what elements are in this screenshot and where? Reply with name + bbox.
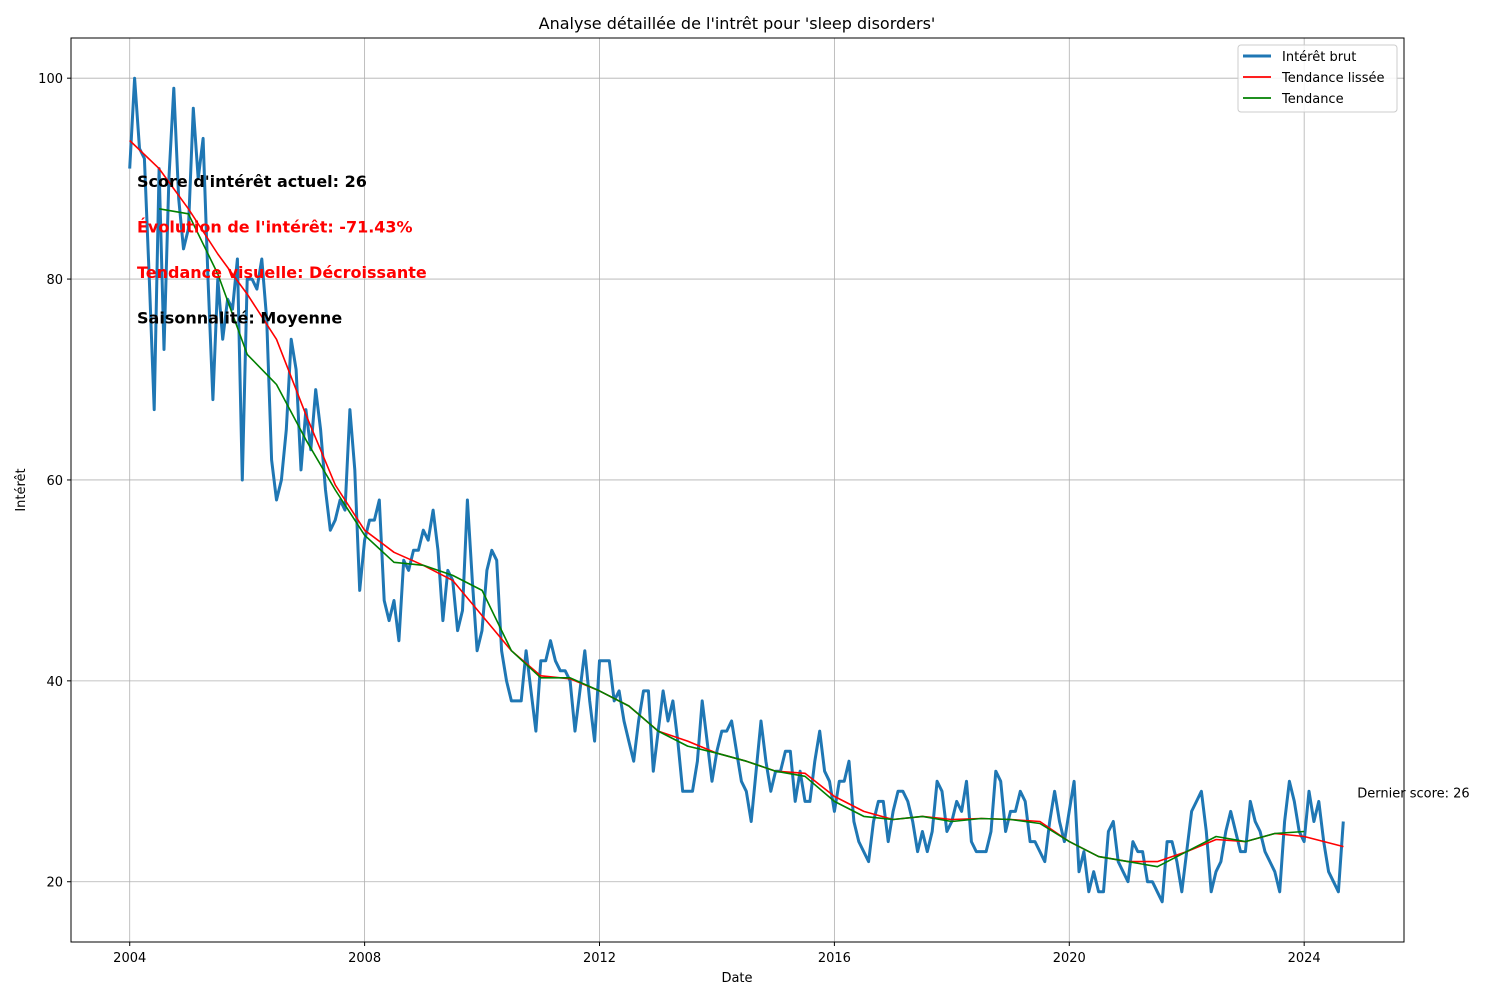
y-axis-label: Intérêt (14, 468, 29, 511)
x-axis-label: Date (721, 971, 752, 986)
x-tick-label: 2020 (1053, 951, 1086, 966)
x-tick-label: 2008 (348, 951, 381, 966)
plot-lines (128, 76, 1345, 904)
grid (71, 38, 1404, 942)
y-tick-label: 20 (46, 876, 63, 891)
chart-title: Analyse détaillée de l'intrêt pour 'slee… (539, 14, 936, 33)
legend-box (1237, 44, 1398, 113)
y-tick-label: 100 (38, 72, 63, 87)
x-axis: 2004 2008 2012 2016 2020 2024 (113, 942, 1321, 966)
legend-entry-0: Intérêt brut (1282, 50, 1356, 65)
series-line-2 (158, 208, 1305, 868)
annotation-1: Évolution de l'intérêt: -71.43% (137, 218, 413, 237)
x-tick-label: 2004 (113, 951, 146, 966)
annotation-2: Tendance visuelle: Décroissante (137, 263, 427, 282)
x-tick-label: 2012 (583, 951, 616, 966)
plot-frame (70, 37, 1405, 943)
series-line-0 (128, 76, 1345, 904)
x-tick-label: 2016 (818, 951, 851, 966)
y-tick-label: 40 (46, 675, 63, 690)
annotation-3: Saisonnalité: Moyenne (137, 309, 342, 328)
y-axis: 20 40 60 80 100 (38, 72, 71, 891)
annotation-0: Score d'intérêt actuel: 26 (137, 172, 367, 191)
annotations: Score d'intérêt actuel: 26 Évolution de l… (137, 172, 427, 328)
last-score-label: Dernier score: 26 (1357, 786, 1469, 801)
y-tick-label: 80 (46, 273, 63, 288)
x-tick-label: 2024 (1288, 951, 1321, 966)
y-tick-label: 60 (46, 474, 63, 489)
legend-entry-2: Tendance (1281, 92, 1344, 107)
legend-entry-1: Tendance lissée (1281, 71, 1384, 86)
legend: Intérêt brut Tendance lissée Tendance (1237, 44, 1398, 113)
